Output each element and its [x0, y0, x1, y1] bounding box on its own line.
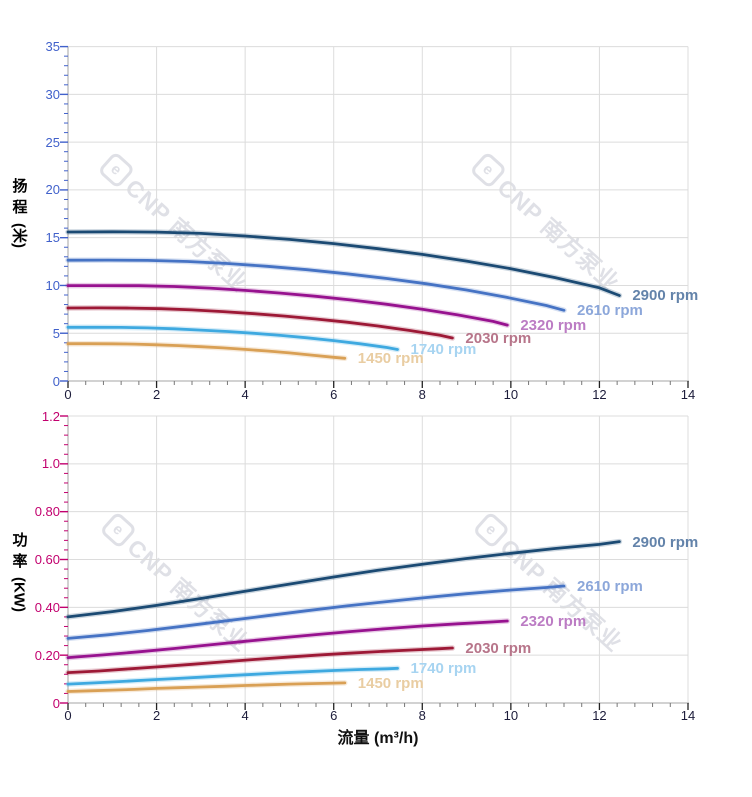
y-tick-label: 0: [52, 695, 60, 711]
series-label-2900-rpm: 2900 rpm: [632, 533, 699, 551]
series-label-2610-rpm: 2610 rpm: [577, 302, 643, 320]
y-tick-label: 25: [45, 134, 60, 150]
x-tick-label: 2: [152, 387, 161, 402]
y-tick-label: 1.2: [41, 408, 60, 424]
curve-2320-rpm: [66, 619, 509, 659]
y-tick-label: 15: [45, 230, 60, 246]
x-tick-label: 12: [592, 387, 607, 402]
curve-2320-rpm: [65, 282, 511, 328]
y-tick-label: 35: [45, 39, 60, 55]
y-tick-label: 10: [45, 277, 60, 293]
series-label-1740-rpm: 1740 rpm: [410, 660, 477, 678]
y-tick-label: 0.60: [34, 552, 60, 567]
y-tick-label: 0.40: [34, 599, 60, 615]
series-label-2610-rpm: 2610 rpm: [577, 578, 643, 596]
curve-1740-rpm: [66, 666, 399, 686]
x-tick-label: 10: [503, 387, 519, 402]
series-label-2320-rpm: 2320 rpm: [520, 317, 587, 335]
x-tick-label: 8: [418, 387, 426, 402]
curve-2610-rpm: [66, 584, 566, 640]
curve-2030-rpm: [66, 646, 454, 674]
y-tick-label: 0.20: [34, 647, 60, 663]
x-tick-label: 4: [241, 387, 249, 402]
series-label-2900-rpm: 2900 rpm: [632, 287, 699, 305]
series-label-1450-rpm: 1450 rpm: [357, 350, 424, 368]
y-tick-label: 5: [52, 325, 60, 341]
y-tick-label: 0.80: [34, 504, 60, 520]
x-tick-label: 14: [680, 708, 696, 723]
y-tick-label: 0: [52, 373, 60, 389]
curve-1740-rpm: [66, 325, 399, 351]
x-tick-label: 10: [503, 708, 519, 723]
curve-2030-rpm: [66, 306, 454, 340]
series-label-1450-rpm: 1450 rpm: [357, 674, 424, 692]
x-tick-label: 0: [64, 387, 72, 402]
y-tick-label: 20: [45, 182, 60, 198]
x-tick-label: 0: [64, 708, 72, 723]
head-y-axis-title: 扬程: [12, 178, 28, 216]
power-y-axis-title: 功率: [12, 532, 28, 570]
x-tick-label: 6: [330, 387, 338, 402]
x-tick-label: 8: [418, 708, 426, 723]
curve-1450-rpm: [66, 681, 347, 693]
x-tick-label: 14: [680, 387, 696, 402]
x-tick-label: 2: [152, 708, 161, 723]
series-label-2030-rpm: 2030 rpm: [465, 639, 532, 657]
x-tick-label: 12: [592, 708, 607, 723]
curve-2320-rpm: [66, 284, 509, 327]
y-tick-label: 1.0: [41, 456, 60, 472]
y-tick-label: 30: [45, 86, 60, 102]
curve-2900-rpm: [66, 230, 621, 297]
series-label-2030-rpm: 2030 rpm: [465, 330, 532, 347]
x-tick-label: 6: [330, 708, 338, 723]
curve-1450-rpm: [66, 342, 347, 360]
series-label-2320-rpm: 2320 rpm: [520, 612, 587, 630]
x-tick-label: 4: [241, 708, 249, 723]
curve-2900-rpm: [66, 540, 621, 619]
x-axis-title: 流量 (m³/h): [337, 730, 419, 747]
series-label-1740-rpm: 1740 rpm: [410, 341, 477, 359]
curve-2610-rpm: [66, 258, 566, 312]
